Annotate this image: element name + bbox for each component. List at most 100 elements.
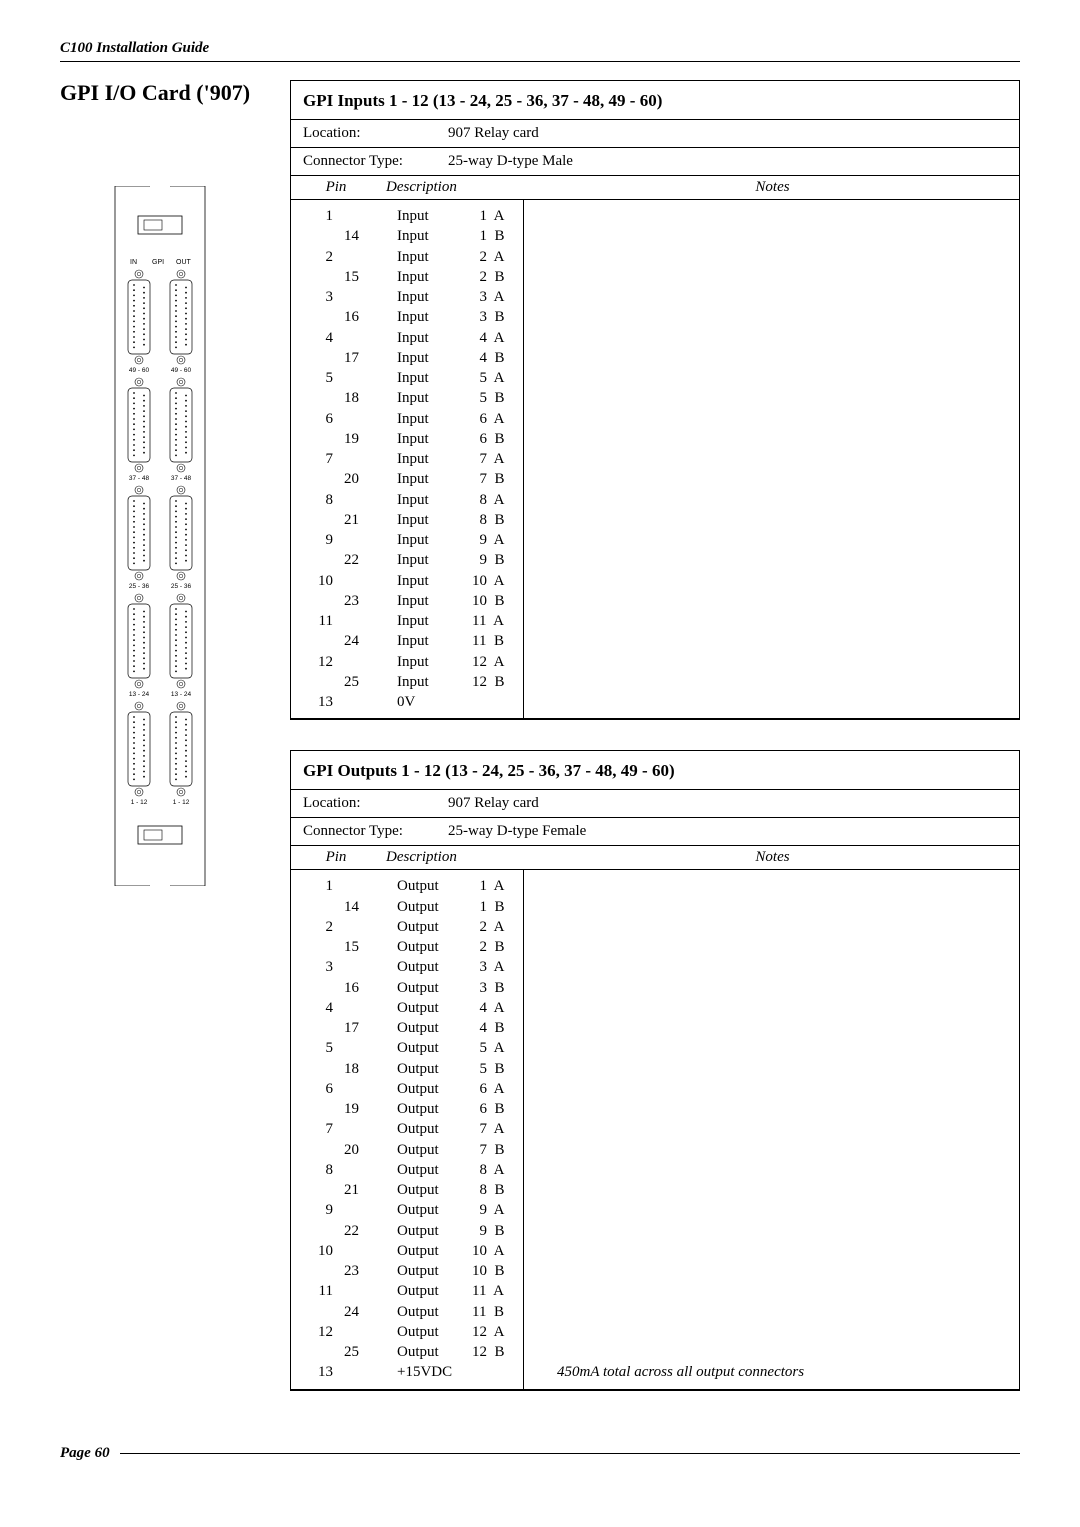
meta-label: Connector Type: [291,148,436,175]
pin-signal: 1 B [472,226,527,246]
pin-number: 25 [291,1342,359,1362]
pin-signal: 10 A [472,1241,527,1261]
col-desc: Description [381,849,526,866]
meta-label: Location: [291,120,436,147]
pin-table: GPI Inputs 1 - 12 (13 - 24, 25 - 36, 37 … [290,80,1020,720]
pin-desc: Input [397,368,472,388]
pin-row: 23Input10 B [291,591,1019,611]
pin-desc: Input [397,247,472,267]
pin-note [527,247,1019,267]
pin-note [527,307,1019,327]
pin-note [527,388,1019,408]
pin-desc: Input [397,550,472,570]
pin-signal: 5 A [472,1038,527,1058]
pin-note [527,1261,1019,1281]
pin-row: 22Input 9 B [291,550,1019,570]
pin-note [527,631,1019,651]
pin-number: 24 [291,1302,359,1322]
pin-row: 3Input 3 A [291,287,1019,307]
pin-note [527,287,1019,307]
connector-label: 25 - 36 [129,583,150,590]
meta-value: 907 Relay card [436,120,1019,147]
pin-desc: Input [397,652,472,672]
pin-desc: Input [397,206,472,226]
pin-desc: Output [397,1261,472,1281]
pin-note [527,1119,1019,1139]
pin-row: 2Output 2 A [291,917,1019,937]
pin-note [527,490,1019,510]
pin-note: 450mA total across all output connectors [527,1362,1019,1382]
pin-row: 8Input 8 A [291,490,1019,510]
pin-desc: Input [397,631,472,651]
col-desc: Description [381,179,526,196]
pin-row: 16Input 3 B [291,307,1019,327]
pin-number: 20 [291,469,359,489]
pin-row: 15Output 2 B [291,937,1019,957]
pin-note [527,328,1019,348]
pin-signal: 4 B [472,348,527,368]
pin-signal: 8 A [472,1160,527,1180]
pin-note [527,429,1019,449]
pin-note [527,409,1019,429]
pin-row: 22Output 9 B [291,1221,1019,1241]
pin-signal: 5 B [472,388,527,408]
pin-note [527,978,1019,998]
pin-signal: 12 A [472,652,527,672]
meta-label: Location: [291,790,436,817]
pin-desc: Output [397,1079,472,1099]
pin-desc: Output [397,1059,472,1079]
pin-signal: 9 B [472,1221,527,1241]
pin-desc: Input [397,267,472,287]
pin-signal: 3 A [472,287,527,307]
pin-number: 21 [291,510,359,530]
pin-row: 24Input11 B [291,631,1019,651]
pin-row: 20Output 7 B [291,1140,1019,1160]
pin-row: 17Input 4 B [291,348,1019,368]
left-column: GPI I/O Card ('907) IN GPI OUT 49 - 6049… [60,80,260,1421]
pin-number: 17 [291,348,359,368]
pin-note [527,1059,1019,1079]
pin-signal: 9 B [472,550,527,570]
pin-note [527,1200,1019,1220]
pin-number: 19 [291,429,359,449]
pin-row: 11Output11 A [291,1281,1019,1301]
pin-signal: 10 B [472,1261,527,1281]
pin-note [527,937,1019,957]
col-notes: Notes [526,849,1019,866]
pin-number: 25 [291,672,359,692]
pin-signal: 2 B [472,937,527,957]
pin-number: 9 [291,530,333,550]
pin-desc: Input [397,611,472,631]
pin-signal: 7 B [472,469,527,489]
pin-number: 14 [291,897,359,917]
meta-row: Location:907 Relay card [291,789,1019,817]
pin-desc: Output [397,1322,472,1342]
diagram-label-out: OUT [176,259,192,266]
pin-desc: Output [397,978,472,998]
meta-value: 907 Relay card [436,790,1019,817]
pin-note [527,876,1019,896]
pin-row: 4Input 4 A [291,328,1019,348]
connector-label: 37 - 48 [171,475,192,482]
pin-note [527,1079,1019,1099]
pin-row: 7Input 7 A [291,449,1019,469]
right-column: GPI Inputs 1 - 12 (13 - 24, 25 - 36, 37 … [290,80,1020,1421]
pin-row: 13+15VDC450mA total across all output co… [291,1362,1019,1382]
pin-desc: 0V [397,692,472,712]
pin-signal: 1 B [472,897,527,917]
col-notes: Notes [526,179,1019,196]
col-pin: Pin [291,179,381,196]
pin-number: 8 [291,490,333,510]
pin-note [527,530,1019,550]
pin-signal: 6 B [472,1099,527,1119]
pin-row: 25Input12 B [291,672,1019,692]
card-diagram-svg: IN GPI OUT 49 - 6049 - 6037 - 4837 - 482… [100,186,220,886]
pin-signal: 5 B [472,1059,527,1079]
pin-note [527,550,1019,570]
pin-number: 16 [291,978,359,998]
pin-note [527,267,1019,287]
pin-row: 1Input 1 A [291,206,1019,226]
pin-note [527,1018,1019,1038]
pin-row: 18Input 5 B [291,388,1019,408]
pin-row: 5Output 5 A [291,1038,1019,1058]
